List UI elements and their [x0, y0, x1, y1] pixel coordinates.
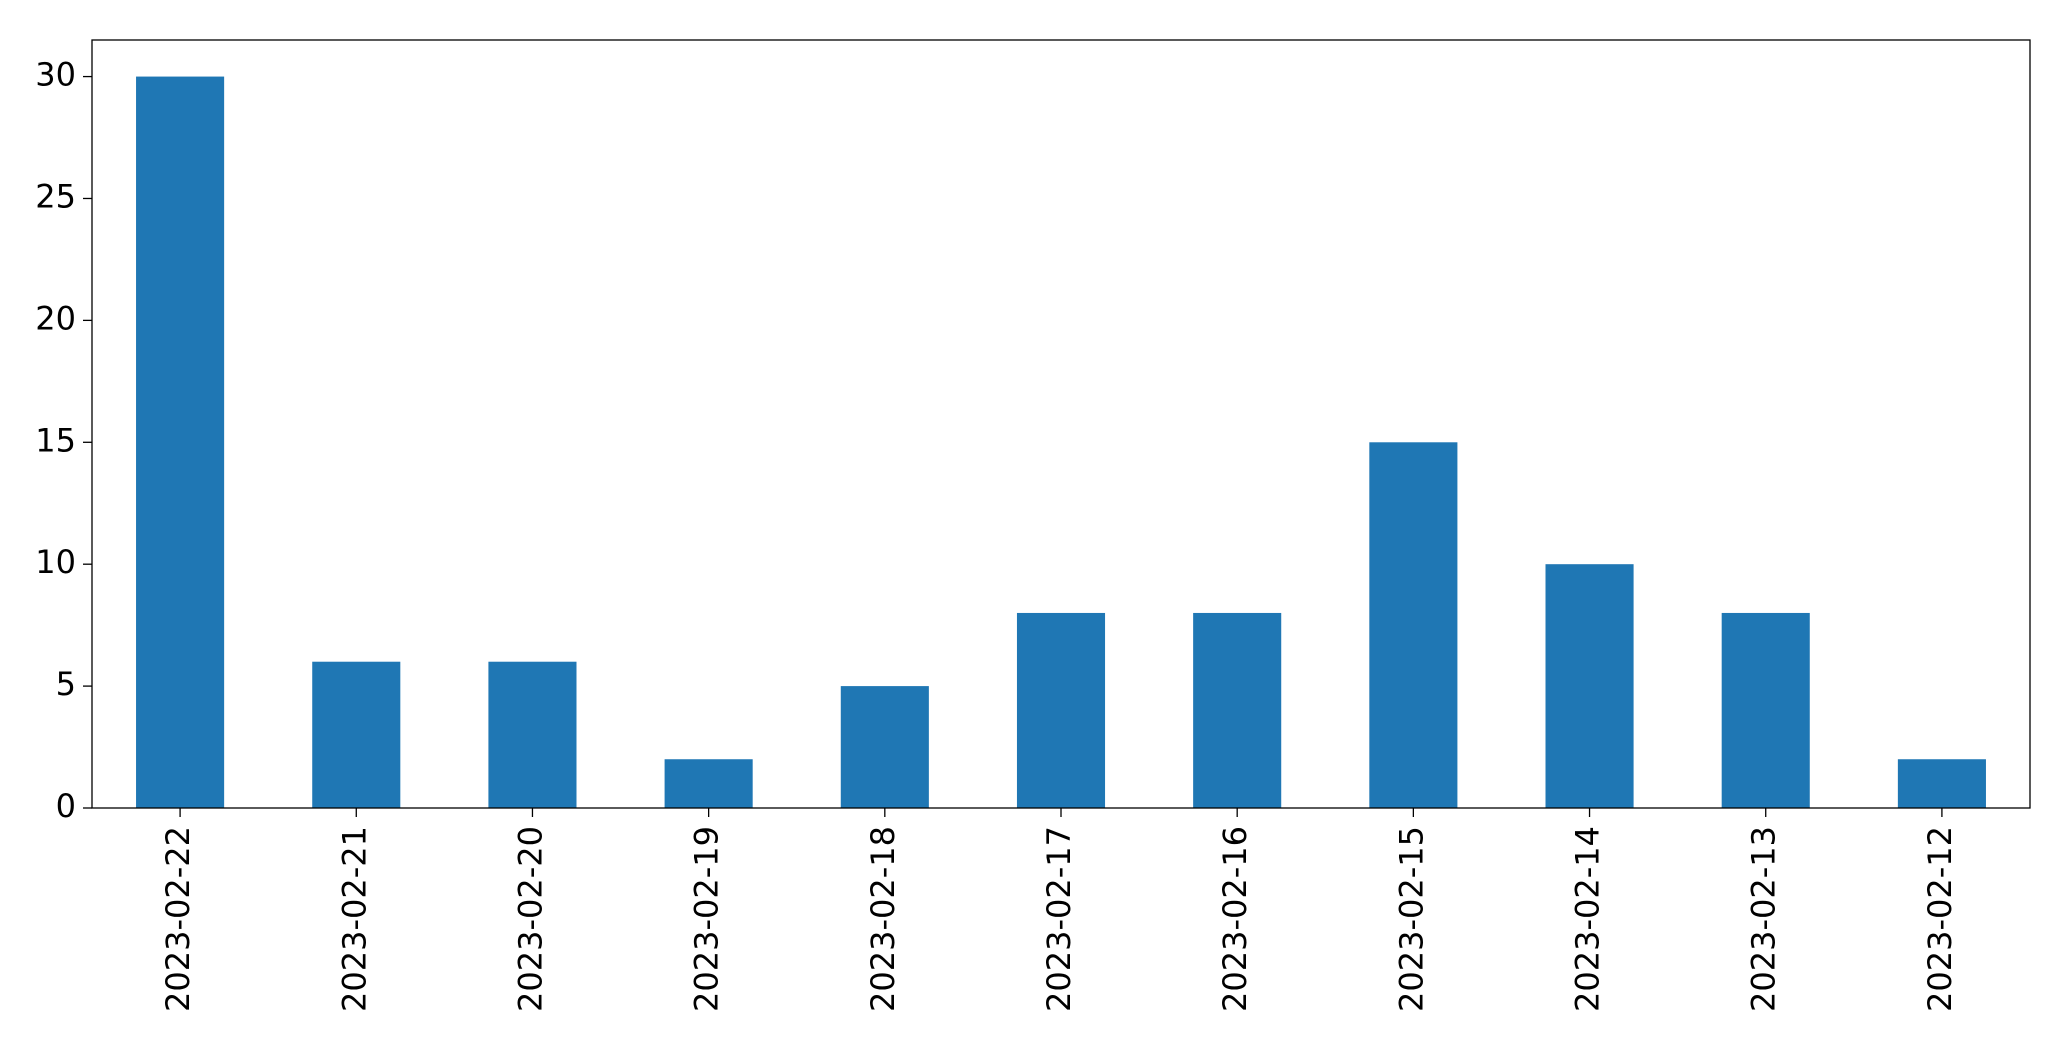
bar: [1369, 442, 1458, 808]
x-tick-label: 2023-02-12: [1921, 826, 1959, 1012]
bar: [1897, 759, 1986, 808]
y-tick-label: 5: [56, 665, 76, 703]
x-tick-label: 2023-02-16: [1216, 826, 1254, 1012]
bar: [1193, 612, 1282, 808]
bar: [840, 686, 929, 808]
bar: [1721, 612, 1810, 808]
y-tick-label: 10: [35, 543, 76, 581]
x-tick-label: 2023-02-13: [1745, 826, 1783, 1012]
plot-frame: [91, 39, 2031, 809]
y-tick-label: 20: [35, 299, 76, 337]
bar: [488, 661, 577, 808]
bar: [1016, 612, 1106, 808]
x-tick-label: 2023-02-14: [1569, 826, 1607, 1012]
y-tick-label: 25: [35, 177, 76, 215]
bar: [136, 76, 225, 809]
x-tick-label: 2023-02-20: [511, 826, 549, 1012]
x-tick-label: 2023-02-19: [688, 826, 726, 1012]
x-tick-label: 2023-02-15: [1392, 826, 1430, 1012]
bar: [664, 759, 753, 808]
bar: [1545, 564, 1634, 808]
y-tick-label: 30: [35, 56, 76, 94]
x-tick-label: 2023-02-22: [159, 826, 197, 1012]
y-tick-label: 0: [56, 787, 76, 825]
x-tick-label: 2023-02-21: [335, 826, 373, 1012]
x-tick-label: 2023-02-18: [864, 826, 902, 1012]
y-tick-label: 15: [35, 421, 76, 459]
bar: [312, 661, 401, 808]
x-tick-label: 2023-02-17: [1040, 826, 1078, 1012]
